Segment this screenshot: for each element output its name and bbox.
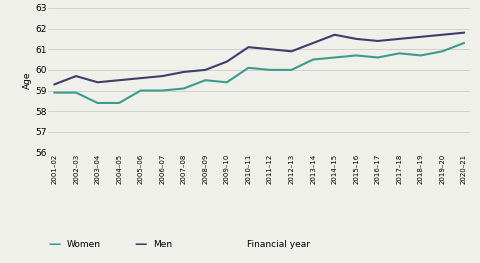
Women [159, 89, 165, 92]
Men [95, 81, 100, 84]
Men [246, 45, 252, 49]
Women [418, 54, 424, 57]
Men [440, 33, 445, 36]
Women [138, 89, 144, 92]
Men [203, 68, 208, 72]
Women [116, 101, 122, 104]
Women [224, 81, 230, 84]
Women [246, 66, 252, 69]
Men [418, 35, 424, 38]
Men [461, 31, 467, 34]
Women [396, 52, 402, 55]
Men [138, 77, 144, 80]
Women [267, 68, 273, 72]
Men [267, 48, 273, 51]
Line: Women: Women [54, 43, 464, 103]
Men [375, 39, 381, 43]
Women [95, 101, 100, 104]
Men [51, 83, 57, 86]
Women [375, 56, 381, 59]
Men [159, 74, 165, 78]
Men [181, 70, 187, 74]
Women [332, 56, 337, 59]
Men [288, 50, 294, 53]
Men [224, 60, 230, 63]
Text: —: — [48, 238, 60, 251]
Text: —: — [134, 238, 147, 251]
Women [51, 91, 57, 94]
Women [288, 68, 294, 72]
Text: Financial year: Financial year [247, 240, 310, 249]
Men [396, 37, 402, 41]
Men [353, 37, 359, 41]
Women [461, 42, 467, 45]
Men [310, 42, 316, 45]
Men [73, 74, 79, 78]
Y-axis label: Age: Age [24, 72, 32, 89]
Women [353, 54, 359, 57]
Men [332, 33, 337, 36]
Men [116, 79, 122, 82]
Women [310, 58, 316, 61]
Women [440, 50, 445, 53]
Line: Men: Men [54, 33, 464, 84]
Women [203, 79, 208, 82]
Women [181, 87, 187, 90]
Women [73, 91, 79, 94]
Text: Women: Women [67, 240, 101, 249]
Text: Men: Men [154, 240, 173, 249]
